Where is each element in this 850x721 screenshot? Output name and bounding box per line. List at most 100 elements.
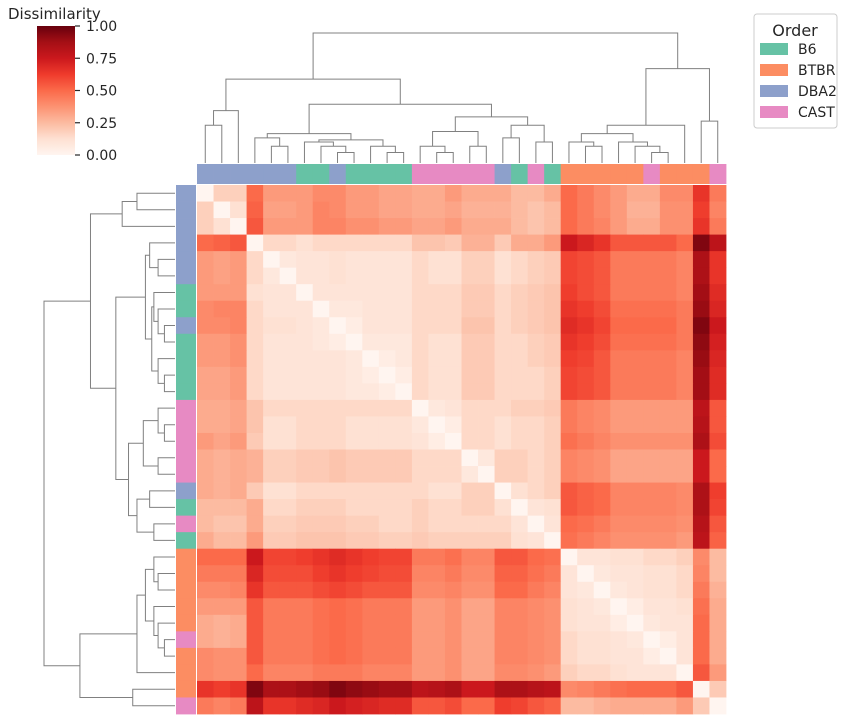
heatmap-cell bbox=[428, 300, 446, 318]
heatmap-cell bbox=[444, 449, 462, 467]
heatmap-cell bbox=[709, 366, 727, 384]
heatmap-cell bbox=[709, 548, 727, 566]
heatmap-cell bbox=[527, 185, 545, 202]
column-group-cell bbox=[428, 164, 446, 184]
heatmap-cell bbox=[544, 548, 562, 566]
heatmap-cell bbox=[659, 548, 677, 566]
heatmap-cell bbox=[709, 317, 727, 335]
heatmap-cell bbox=[296, 284, 314, 302]
heatmap-cell bbox=[345, 251, 363, 269]
heatmap-cell bbox=[263, 234, 281, 252]
heatmap-cell bbox=[676, 185, 694, 202]
heatmap-cell bbox=[659, 482, 677, 500]
dendrogram-link bbox=[89, 213, 123, 389]
heatmap-cell bbox=[593, 647, 611, 665]
heatmap-cell bbox=[279, 449, 297, 467]
heatmap-cell bbox=[610, 416, 628, 434]
heatmap-cell bbox=[511, 284, 529, 302]
dendrogram-link bbox=[163, 325, 175, 343]
heatmap-cell bbox=[560, 581, 578, 599]
heatmap-cell bbox=[659, 631, 677, 649]
heatmap-cell bbox=[626, 300, 644, 318]
heatmap-cell bbox=[643, 548, 661, 566]
heatmap-cell bbox=[428, 515, 446, 533]
heatmap-cell bbox=[411, 598, 429, 616]
heatmap-cell bbox=[279, 399, 297, 417]
heatmap-cell bbox=[676, 565, 694, 583]
heatmap-cell bbox=[329, 532, 347, 550]
dendrogram-link bbox=[618, 141, 648, 163]
heatmap-cell bbox=[329, 515, 347, 533]
row-group-cell bbox=[176, 399, 196, 417]
column-group-cell bbox=[610, 164, 628, 184]
heatmap-cell bbox=[378, 614, 396, 632]
heatmap-cell bbox=[461, 449, 479, 467]
heatmap-cell bbox=[263, 697, 281, 715]
heatmap-cell bbox=[378, 432, 396, 450]
heatmap-cell bbox=[230, 548, 247, 566]
heatmap-cell bbox=[378, 218, 396, 235]
heatmap-cell bbox=[593, 449, 611, 467]
heatmap-cell bbox=[461, 251, 479, 269]
heatmap-cell bbox=[610, 482, 628, 500]
heatmap-cell bbox=[544, 383, 562, 401]
heatmap-cell bbox=[378, 499, 396, 517]
heatmap-cell bbox=[461, 432, 479, 450]
heatmap-cell bbox=[411, 647, 429, 665]
heatmap-cell bbox=[643, 647, 661, 665]
heatmap-cell bbox=[643, 218, 661, 235]
heatmap-cell bbox=[626, 350, 644, 368]
heatmap-cell bbox=[362, 399, 380, 417]
heatmap-cell bbox=[527, 432, 545, 450]
heatmap-cell bbox=[411, 218, 429, 235]
heatmap-cell bbox=[478, 399, 495, 417]
heatmap-cell bbox=[362, 680, 380, 698]
dendrogram-link bbox=[436, 152, 454, 163]
heatmap-cell bbox=[378, 680, 396, 698]
heatmap-cell bbox=[263, 614, 281, 632]
heatmap-cell bbox=[197, 432, 214, 450]
heatmap-cell bbox=[527, 515, 545, 533]
row-group-cell bbox=[176, 449, 196, 467]
legend-swatch bbox=[760, 43, 788, 55]
heatmap-cell bbox=[362, 317, 380, 335]
heatmap-cell bbox=[494, 548, 512, 566]
heatmap-cell bbox=[213, 218, 231, 235]
heatmap-cell bbox=[527, 499, 545, 517]
heatmap-cell bbox=[345, 185, 363, 202]
heatmap-cell bbox=[692, 697, 710, 715]
heatmap-cell bbox=[395, 185, 413, 202]
heatmap-cell bbox=[511, 251, 529, 269]
heatmap-cell bbox=[494, 284, 512, 302]
heatmap-cell bbox=[461, 234, 479, 252]
dendrogram-link bbox=[370, 145, 396, 163]
heatmap-cell bbox=[511, 317, 529, 335]
dendrogram-link bbox=[318, 139, 384, 147]
heatmap-cell bbox=[246, 581, 264, 599]
heatmap-cell bbox=[378, 548, 396, 566]
row-group-cell bbox=[176, 201, 196, 219]
heatmap-cell bbox=[197, 581, 214, 599]
heatmap-cell bbox=[494, 614, 512, 632]
dendrogram-link bbox=[502, 137, 520, 163]
heatmap-cell bbox=[362, 300, 380, 318]
heatmap-cell bbox=[246, 350, 264, 368]
heatmap-cell bbox=[461, 350, 479, 368]
heatmap-cell bbox=[345, 680, 363, 698]
heatmap-cell bbox=[610, 647, 628, 665]
heatmap-cell bbox=[461, 631, 479, 649]
heatmap-cell bbox=[279, 350, 297, 368]
heatmap-cell bbox=[246, 399, 264, 417]
heatmap-cell bbox=[527, 383, 545, 401]
heatmap-cell bbox=[560, 218, 578, 235]
heatmap-cell bbox=[692, 201, 710, 219]
heatmap-cell bbox=[362, 284, 380, 302]
heatmap-cell bbox=[709, 185, 727, 202]
heatmap-cell bbox=[312, 350, 330, 368]
heatmap-cell bbox=[527, 350, 545, 368]
heatmap-cell bbox=[461, 581, 479, 599]
heatmap-cell bbox=[527, 234, 545, 252]
heatmap-cell bbox=[610, 300, 628, 318]
row-group-cell bbox=[176, 317, 196, 335]
heatmap-cell bbox=[692, 218, 710, 235]
